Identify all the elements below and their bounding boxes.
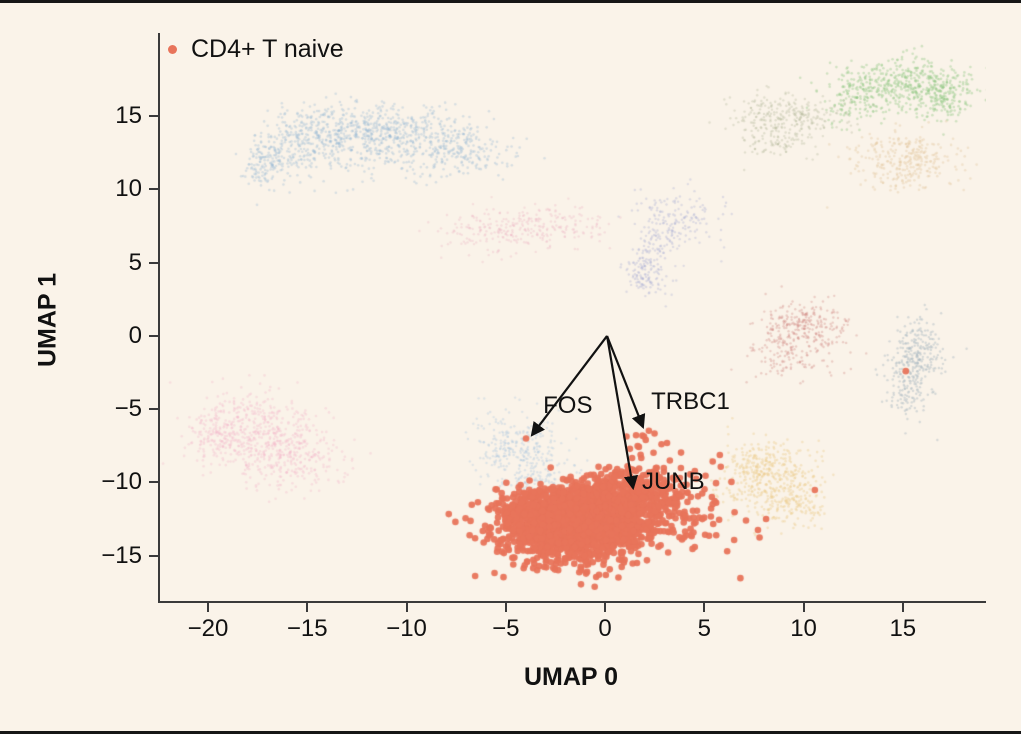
y-tick-mark — [149, 334, 158, 337]
x-tick-label: 15 — [889, 615, 917, 642]
x-tick-label: −10 — [386, 615, 427, 642]
y-tick-label: 0 — [128, 321, 142, 349]
legend-marker-dot-icon — [168, 45, 177, 54]
y-tick-label: −5 — [114, 395, 142, 423]
gene-label-trbc1: TRBC1 — [651, 388, 730, 416]
plot-area: CD4+ T naive FOS TRBC1 JUNB — [158, 33, 986, 603]
x-axis-label: UMAP 0 — [523, 663, 619, 691]
x-tick-mark — [901, 603, 904, 612]
gene-label-junb: JUNB — [641, 468, 705, 496]
y-tick-label: 5 — [128, 248, 142, 276]
x-tick-mark — [703, 603, 706, 612]
y-tick-mark — [149, 115, 158, 118]
y-tick-label: 15 — [115, 102, 142, 130]
y-axis-label: UMAP 1 — [33, 272, 62, 368]
legend: CD4+ T naive — [168, 35, 344, 64]
x-tick-mark — [604, 603, 607, 612]
x-tick-label: 5 — [697, 615, 711, 642]
gene-label-fos: FOS — [543, 391, 593, 419]
y-tick-mark — [149, 554, 158, 557]
x-tick-mark — [207, 603, 210, 612]
x-tick-label: −5 — [492, 615, 520, 642]
umap-scatter-canvas — [160, 33, 986, 601]
y-tick-mark — [149, 408, 158, 411]
y-tick-mark — [149, 188, 158, 191]
legend-label: CD4+ T naive — [191, 35, 344, 63]
x-tick-mark — [802, 603, 805, 612]
x-tick-mark — [405, 603, 408, 612]
y-tick-label: −15 — [101, 541, 142, 569]
x-tick-label: −15 — [286, 615, 328, 642]
x-tick-mark — [504, 603, 507, 612]
y-tick-label: −10 — [101, 468, 142, 496]
x-tick-label: −20 — [187, 615, 229, 642]
y-tick-label: 10 — [115, 175, 142, 203]
x-tick-mark — [306, 603, 309, 612]
x-tick-label: 0 — [598, 615, 612, 642]
x-tick-label: 10 — [790, 615, 817, 642]
y-tick-mark — [149, 481, 158, 484]
y-tick-mark — [149, 261, 158, 264]
